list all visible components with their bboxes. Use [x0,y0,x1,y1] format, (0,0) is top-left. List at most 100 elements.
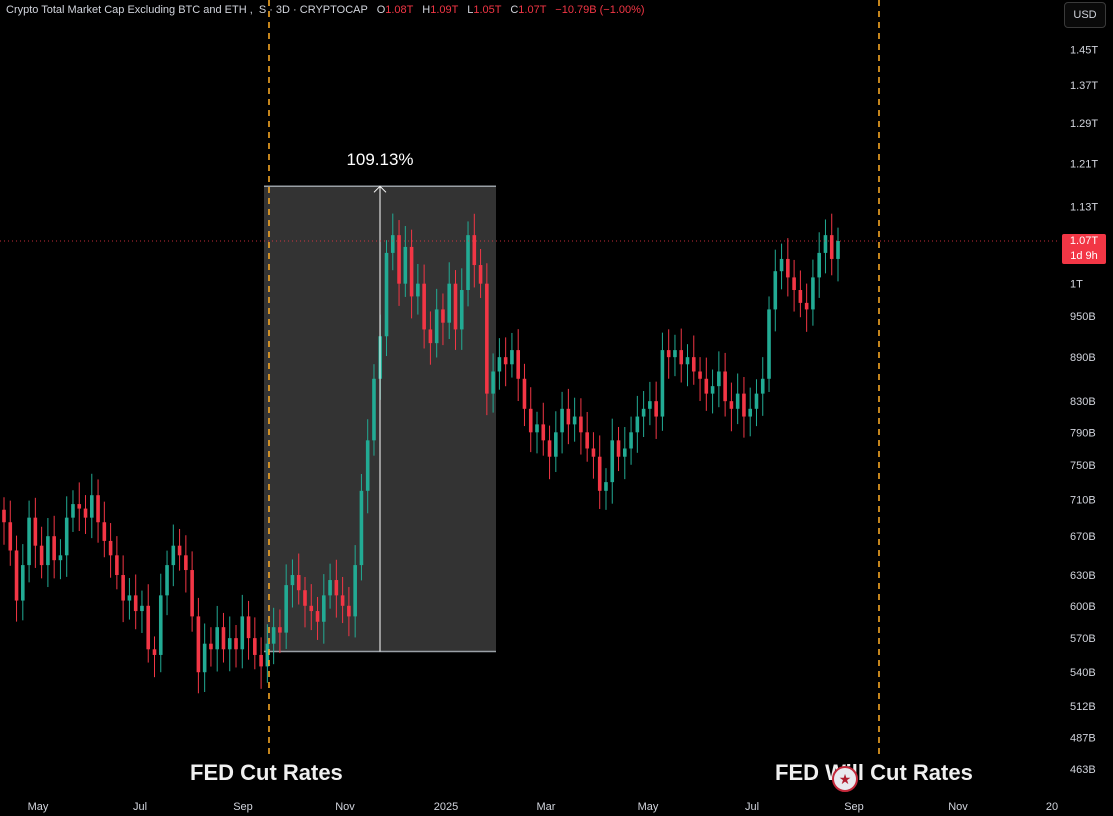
x-tick-label: 20 [1046,801,1058,813]
candle-body [21,565,25,601]
candle-body [760,378,765,394]
candle-body [566,408,571,425]
candle-body [811,277,815,310]
candle-body [723,371,727,402]
candle-body [698,371,702,379]
candle-body [735,393,740,409]
candle-body [96,495,100,523]
candle-body [704,378,709,394]
candle-body [52,536,56,561]
low-label: L [467,4,474,16]
y-tick-label: 670B [1070,531,1096,543]
candle-body [328,580,332,596]
x-tick-label: May [638,801,659,813]
y-tick-label: 1T [1070,279,1083,291]
high-value: 1.09T [430,4,459,16]
candle-body [579,416,583,433]
candle-body [447,283,452,323]
candle-body [522,378,527,409]
candle-body [528,408,533,433]
last-price-badge: 1.07T 1d 9h [1062,234,1106,264]
y-tick-label: 890B [1070,352,1096,364]
y-tick-label: 630B [1070,570,1096,582]
candle-body [685,357,690,365]
symbol-header: Crypto Total Market Cap Excluding BTC an… [6,4,645,16]
candle-body [798,290,803,303]
candle-body [146,605,151,650]
y-tick-label: 487B [1070,732,1096,744]
candle-body [441,309,445,323]
candle-body [754,393,759,409]
candle-body [654,401,658,417]
candle-body [742,393,746,417]
candle-body [710,386,715,394]
low-value: 1.05T [473,4,502,16]
candle-body [390,235,395,253]
y-tick-label: 950B [1070,311,1096,323]
candle-body [641,408,646,417]
candle-body [648,401,652,409]
candle-body [202,643,207,673]
measure-arrow-head [373,185,387,193]
candle-body [290,575,295,586]
candle-body [284,585,288,633]
candle-body [679,350,684,365]
x-tick-label: Jul [745,801,759,813]
candle-body [127,595,132,601]
candle-body [597,456,602,491]
candle-body [353,565,357,617]
x-tick-label: Sep [844,801,864,813]
open-label: O [376,4,386,16]
candle-body [547,440,552,457]
candle-body [171,545,176,566]
candle-body [152,649,157,655]
candle-body [108,540,113,556]
candle-body [384,252,389,337]
candle-body [240,616,245,650]
candle-body [196,616,201,673]
change-value: −10.79B (−1.00%) [555,4,645,16]
candle-body [836,241,840,259]
y-tick-label: 790B [1070,427,1096,439]
candle-body [779,258,784,272]
y-tick-label: 540B [1070,667,1096,679]
currency-button[interactable]: USD [1064,2,1106,28]
candle-body [503,357,508,365]
candle-body [190,570,194,617]
candle-body [610,440,615,483]
x-tick-label: 2025 [434,801,458,813]
candle-body [315,611,320,622]
candle-body [804,302,809,310]
candle-body [554,432,558,457]
candle-body [397,235,401,284]
candle-body [296,575,301,591]
candle-body [64,517,69,556]
candle-body [2,509,6,523]
candle-body [823,235,828,253]
candle-body [497,357,502,372]
us-flag-icon[interactable]: ★ [832,766,858,792]
y-tick-label: 830B [1070,396,1096,408]
fed-cut-rates-label: FED Cut Rates [190,760,343,785]
candle-body [535,424,539,433]
y-tick-label: 750B [1070,460,1096,472]
candle-body [115,555,119,576]
y-tick-label: 710B [1070,495,1096,507]
candle-body [234,638,238,650]
candle-body [83,508,88,518]
candle-body [340,595,345,606]
candle-body [516,350,520,379]
candle-body [717,371,721,387]
x-tick-label: Sep [233,801,253,813]
close-value: 1.07T [518,4,547,16]
candle-body [14,550,19,601]
candle-body [177,545,182,556]
candle-body [259,654,263,667]
candle-body [33,517,38,546]
x-tick-label: Nov [335,801,355,813]
high-label: H [422,4,431,16]
y-tick-label: 570B [1070,633,1096,645]
candle-body [89,495,94,518]
